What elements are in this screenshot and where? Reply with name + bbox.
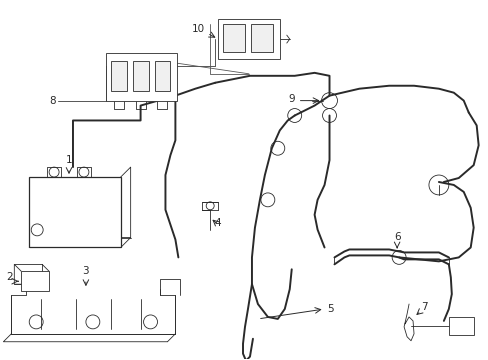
Text: 7: 7 (420, 302, 427, 312)
Text: 6: 6 (393, 231, 400, 242)
Text: 1: 1 (65, 155, 72, 165)
Bar (218, 19, 279, 59)
Bar (154, 61, 170, 91)
Bar (105, 53, 177, 100)
Bar (29, 177, 121, 247)
Bar (111, 61, 126, 91)
Bar (223, 24, 244, 52)
Bar (132, 61, 148, 91)
Text: 2: 2 (7, 272, 13, 282)
Bar (250, 24, 272, 52)
Text: 10: 10 (192, 24, 205, 34)
Text: 5: 5 (327, 304, 333, 314)
Bar (21, 271, 49, 291)
Text: 8: 8 (49, 96, 56, 105)
Text: 3: 3 (82, 266, 89, 276)
Text: 9: 9 (287, 94, 294, 104)
Text: 4: 4 (214, 218, 221, 228)
Bar (448, 317, 473, 335)
